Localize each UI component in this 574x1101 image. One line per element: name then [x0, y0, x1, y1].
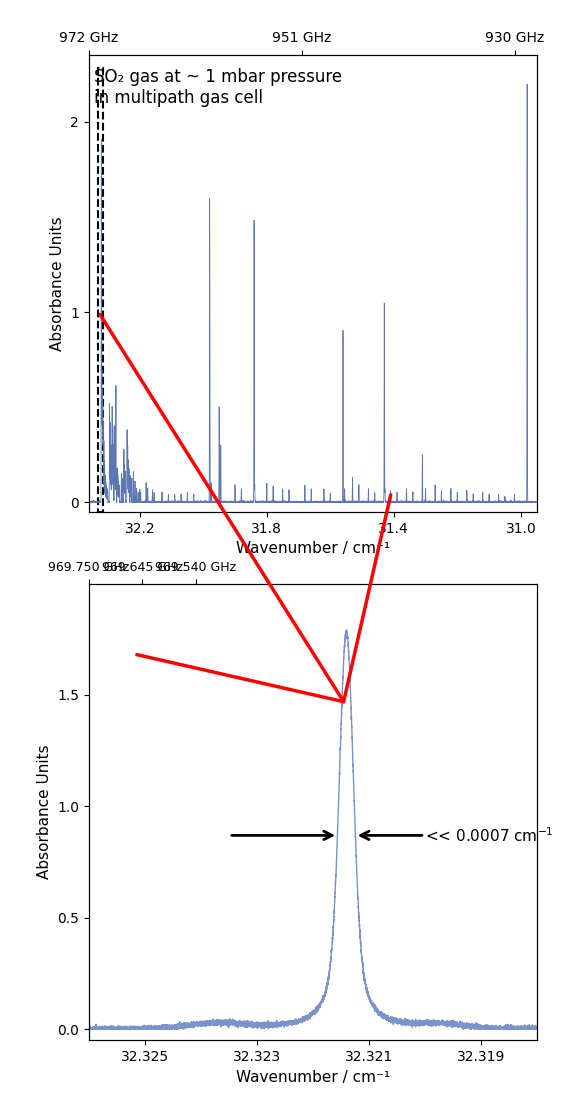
Text: << 0.0007 cm$^{-1}$: << 0.0007 cm$^{-1}$: [425, 826, 553, 844]
Y-axis label: Absorbance Units: Absorbance Units: [37, 744, 52, 880]
Y-axis label: Absorbance Units: Absorbance Units: [50, 216, 65, 351]
X-axis label: Wavenumber / cm⁻¹: Wavenumber / cm⁻¹: [236, 542, 390, 556]
X-axis label: Wavenumber / cm⁻¹: Wavenumber / cm⁻¹: [236, 1070, 390, 1084]
Text: SO₂ gas at ~ 1 mbar pressure
in multipath gas cell: SO₂ gas at ~ 1 mbar pressure in multipat…: [94, 68, 342, 107]
